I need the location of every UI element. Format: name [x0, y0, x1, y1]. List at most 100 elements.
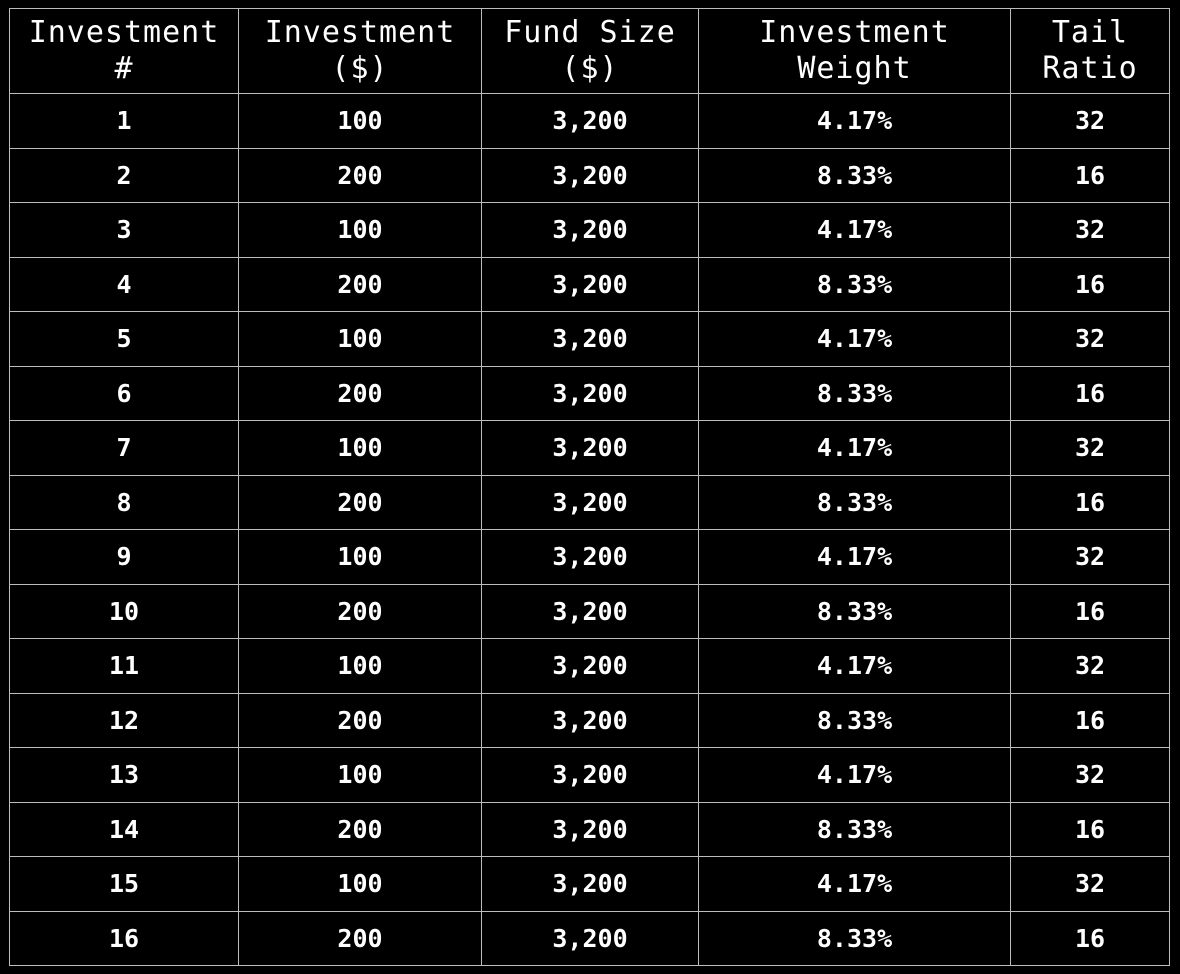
cell-investment-amount: 100: [238, 747, 482, 803]
cell-investment-number: 5: [9, 311, 239, 367]
cell-fund-size: 3,200: [481, 311, 699, 367]
header-investment-number: Investment #: [9, 8, 239, 94]
header-line: Investment: [264, 15, 456, 50]
table-row: 1 100 3,200 4.17% 32: [9, 93, 1170, 149]
cell-investment-amount: 100: [238, 638, 482, 694]
cell-fund-size: 3,200: [481, 420, 699, 476]
cell-tail-ratio: 16: [1010, 474, 1170, 530]
table-row: 14 200 3,200 8.33% 16: [9, 801, 1170, 857]
cell-investment-weight: 4.17%: [698, 747, 1011, 803]
header-line: #: [114, 51, 134, 86]
cell-investment-weight: 8.33%: [698, 801, 1011, 857]
cell-tail-ratio: 16: [1010, 583, 1170, 639]
cell-tail-ratio: 16: [1010, 256, 1170, 312]
cell-fund-size: 3,200: [481, 93, 699, 149]
cell-investment-weight: 4.17%: [698, 93, 1011, 149]
cell-fund-size: 3,200: [481, 692, 699, 748]
cell-tail-ratio: 16: [1010, 910, 1170, 966]
table-row: 9 100 3,200 4.17% 32: [9, 529, 1170, 585]
cell-investment-weight: 8.33%: [698, 692, 1011, 748]
table-row: 6 200 3,200 8.33% 16: [9, 365, 1170, 421]
cell-tail-ratio: 16: [1010, 692, 1170, 748]
cell-investment-number: 8: [9, 474, 239, 530]
header-line: Investment: [28, 15, 220, 50]
cell-investment-amount: 100: [238, 856, 482, 912]
cell-investment-weight: 4.17%: [698, 856, 1011, 912]
cell-investment-weight: 8.33%: [698, 583, 1011, 639]
cell-tail-ratio: 16: [1010, 801, 1170, 857]
table-body: 1 100 3,200 4.17% 32 2 200 3,200 8.33% 16 3 100 3,20…: [9, 93, 1170, 966]
header-row: Investment # Investment ($) Fund Size ($…: [9, 8, 1170, 94]
cell-investment-amount: 100: [238, 529, 482, 585]
cell-investment-amount: 200: [238, 801, 482, 857]
cell-fund-size: 3,200: [481, 856, 699, 912]
header-line: Weight: [797, 51, 912, 86]
table-row: 11 100 3,200 4.17% 32: [9, 638, 1170, 694]
cell-investment-amount: 100: [238, 202, 482, 258]
cell-investment-weight: 8.33%: [698, 147, 1011, 203]
cell-investment-number: 7: [9, 420, 239, 476]
cell-investment-number: 14: [9, 801, 239, 857]
cell-tail-ratio: 16: [1010, 365, 1170, 421]
cell-fund-size: 3,200: [481, 365, 699, 421]
cell-fund-size: 3,200: [481, 583, 699, 639]
header-line: ($): [561, 51, 619, 86]
table-row: 12 200 3,200 8.33% 16: [9, 692, 1170, 748]
cell-tail-ratio: 32: [1010, 529, 1170, 585]
table-row: 2 200 3,200 8.33% 16: [9, 147, 1170, 203]
cell-investment-weight: 8.33%: [698, 256, 1011, 312]
header-line: Tail: [1051, 15, 1129, 50]
table-row: 4 200 3,200 8.33% 16: [9, 256, 1170, 312]
cell-investment-amount: 100: [238, 311, 482, 367]
cell-investment-number: 11: [9, 638, 239, 694]
header-investment-amount: Investment ($): [238, 8, 482, 94]
investment-table: Investment # Investment ($) Fund Size ($…: [9, 8, 1170, 966]
header-investment-weight: Investment Weight: [698, 8, 1011, 94]
cell-fund-size: 3,200: [481, 801, 699, 857]
table-row: 7 100 3,200 4.17% 32: [9, 420, 1170, 476]
cell-investment-amount: 200: [238, 910, 482, 966]
cell-investment-amount: 200: [238, 583, 482, 639]
table-header: Investment # Investment ($) Fund Size ($…: [9, 8, 1170, 94]
cell-investment-weight: 8.33%: [698, 365, 1011, 421]
cell-investment-number: 15: [9, 856, 239, 912]
cell-tail-ratio: 32: [1010, 747, 1170, 803]
cell-investment-number: 6: [9, 365, 239, 421]
cell-investment-amount: 200: [238, 692, 482, 748]
table-row: 10 200 3,200 8.33% 16: [9, 583, 1170, 639]
cell-fund-size: 3,200: [481, 256, 699, 312]
cell-investment-weight: 4.17%: [698, 311, 1011, 367]
cell-investment-number: 4: [9, 256, 239, 312]
cell-fund-size: 3,200: [481, 474, 699, 530]
cell-investment-amount: 200: [238, 474, 482, 530]
cell-investment-weight: 4.17%: [698, 638, 1011, 694]
table-row: 16 200 3,200 8.33% 16: [9, 910, 1170, 966]
cell-investment-number: 3: [9, 202, 239, 258]
cell-investment-number: 12: [9, 692, 239, 748]
cell-fund-size: 3,200: [481, 638, 699, 694]
cell-investment-number: 13: [9, 747, 239, 803]
cell-tail-ratio: 32: [1010, 93, 1170, 149]
cell-investment-number: 16: [9, 910, 239, 966]
cell-tail-ratio: 32: [1010, 311, 1170, 367]
cell-investment-amount: 100: [238, 93, 482, 149]
cell-investment-weight: 8.33%: [698, 474, 1011, 530]
cell-investment-number: 10: [9, 583, 239, 639]
cell-investment-number: 9: [9, 529, 239, 585]
cell-investment-amount: 200: [238, 147, 482, 203]
table-row: 8 200 3,200 8.33% 16: [9, 474, 1170, 530]
cell-tail-ratio: 32: [1010, 856, 1170, 912]
cell-investment-number: 1: [9, 93, 239, 149]
cell-tail-ratio: 16: [1010, 147, 1170, 203]
cell-fund-size: 3,200: [481, 147, 699, 203]
table-row: 3 100 3,200 4.17% 32: [9, 202, 1170, 258]
cell-investment-amount: 200: [238, 365, 482, 421]
cell-investment-weight: 4.17%: [698, 202, 1011, 258]
cell-investment-weight: 8.33%: [698, 910, 1011, 966]
cell-investment-weight: 4.17%: [698, 420, 1011, 476]
cell-investment-amount: 100: [238, 420, 482, 476]
header-line: Fund Size: [504, 15, 676, 50]
table-row: 15 100 3,200 4.17% 32: [9, 856, 1170, 912]
header-line: ($): [331, 51, 389, 86]
